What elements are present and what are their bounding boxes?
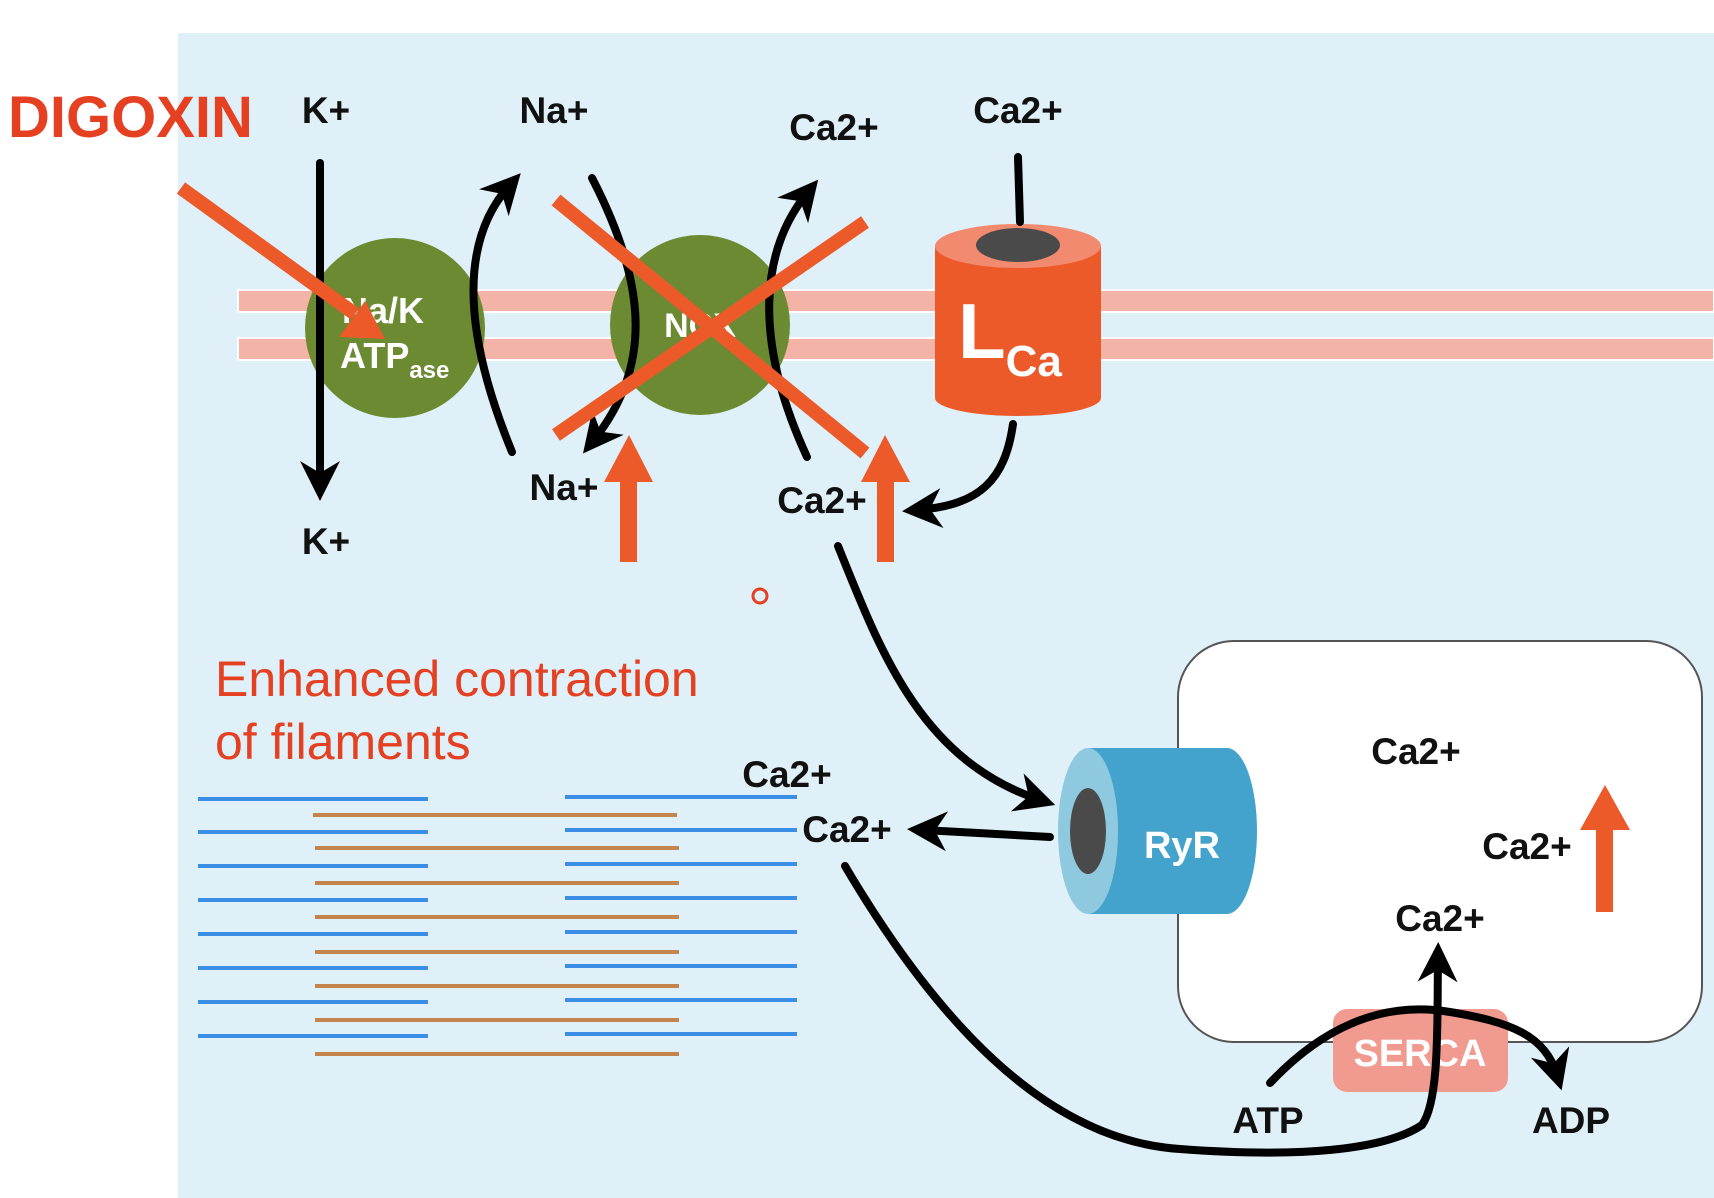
atp-label: ATP [1232, 1100, 1303, 1141]
lca-line [1014, 153, 1024, 226]
na-increase-arrow [604, 435, 653, 562]
ca-lca-outside-label: Ca2+ [973, 90, 1062, 131]
k-outside-label: K+ [302, 90, 350, 131]
actin-filaments [198, 795, 797, 1038]
atp-to-adp-arrow [1266, 1005, 1570, 1091]
sr-ca-increase-arrow [1580, 785, 1630, 912]
ca-efflux-arrow [765, 179, 819, 461]
ryr-release-arrow [907, 811, 1054, 852]
na-inside-label: Na+ [530, 467, 599, 508]
ca-sr-label-2: Ca2+ [1482, 826, 1571, 867]
na-outside-label: Na+ [520, 90, 589, 131]
ryanodine-receptor: RyR [1058, 748, 1257, 914]
cursor-indicator [751, 587, 769, 605]
na-influx-arrow [582, 174, 640, 454]
nak-atpase-pump: Na/K ATPase [305, 238, 485, 418]
lca-influx-arrow [902, 420, 1017, 528]
ion-flow-arrows [300, 153, 1570, 1157]
myosin-filaments [313, 813, 679, 1056]
l-type-calcium-channel: LCa [935, 224, 1101, 416]
ca-cytosol-label-2: Ca2+ [802, 809, 891, 850]
digoxin-inhibition-arrow [176, 182, 360, 320]
digoxin-title: DIGOXIN [8, 85, 253, 150]
ca-cytosol-label-1: Ca2+ [742, 754, 831, 795]
ncx-blocked-cross [551, 194, 870, 459]
lca-label: LCa [958, 287, 1062, 386]
ca-reuptake-arrow [841, 862, 1458, 1157]
caption-line-2: of filaments [215, 714, 471, 770]
ca-inside-label: Ca2+ [777, 480, 866, 521]
myofilaments [198, 795, 797, 1056]
serca-pump: SERCA [1333, 1009, 1508, 1092]
na-efflux-arrow [469, 173, 521, 456]
ryr-label: RyR [1144, 825, 1220, 867]
nak-label-line2: ATPase [340, 335, 449, 384]
ca-ncx-outside-label: Ca2+ [789, 107, 878, 148]
k-inside-label: K+ [302, 521, 350, 562]
caption-line-1: Enhanced contraction [215, 651, 699, 707]
digoxin-annotations [176, 182, 1630, 912]
ca-to-ryr-arrow [834, 542, 1056, 812]
serca-label: SERCA [1353, 1033, 1486, 1075]
adp-label: ADP [1532, 1100, 1610, 1141]
digoxin-arrow-head [339, 301, 385, 339]
ca-sr-label-3: Ca2+ [1395, 898, 1484, 939]
ca-increase-arrow [861, 435, 910, 562]
ca-sr-label-1: Ca2+ [1371, 731, 1460, 772]
